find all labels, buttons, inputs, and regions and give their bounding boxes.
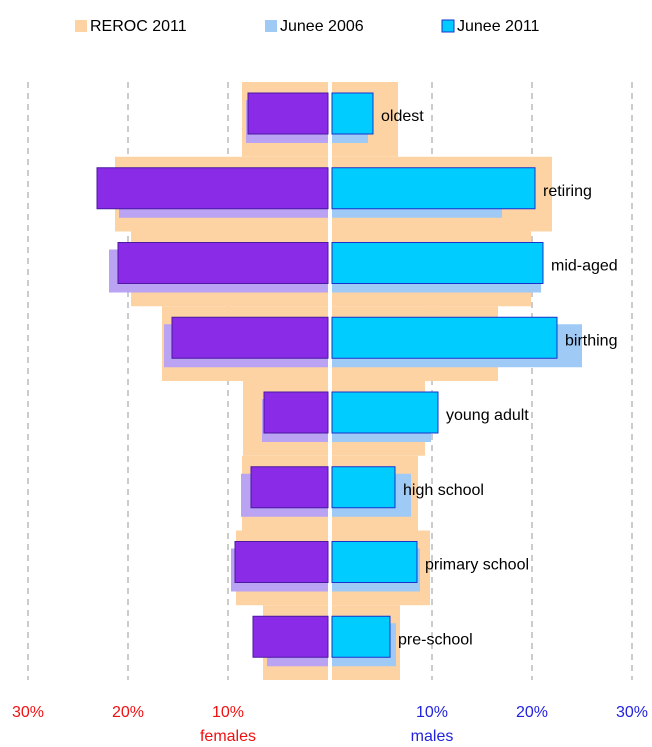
category-label: retiring: [543, 183, 592, 200]
x-tick-label: 10%: [416, 704, 448, 721]
legend-label: Junee 2006: [280, 18, 364, 35]
bar: [117, 242, 329, 284]
category-label: birthing: [565, 332, 617, 349]
bar: [96, 167, 329, 210]
x-tick-label: 20%: [516, 704, 548, 721]
category-label: primary school: [425, 557, 529, 574]
x-tick-label: 30%: [12, 704, 44, 721]
x-tick-label: 10%: [212, 704, 244, 721]
category-label: oldest: [381, 108, 424, 125]
bar: [331, 167, 536, 210]
x-tick-label: 20%: [112, 704, 144, 721]
category-label: pre-school: [398, 631, 473, 648]
bar: [331, 391, 439, 434]
bar: [331, 466, 396, 509]
category-label: young adult: [446, 407, 529, 424]
bar: [331, 541, 418, 583]
legend-label: REROC 2011: [90, 18, 187, 35]
bar: [331, 615, 391, 658]
category-label: high school: [403, 482, 484, 499]
bar: [331, 92, 374, 135]
legend-swatch: [441, 19, 455, 33]
bar: [234, 541, 329, 583]
bar: [247, 92, 329, 135]
axis-label: females: [200, 728, 256, 745]
x-tick-label: 30%: [616, 704, 648, 721]
legend-swatch: [265, 20, 277, 32]
bar: [250, 466, 329, 509]
bar: [252, 615, 329, 658]
category-label: mid-aged: [551, 258, 618, 275]
legend-label: Junee 2011: [457, 18, 540, 35]
bar: [263, 391, 329, 434]
axis-label: males: [411, 728, 454, 745]
bar: [171, 316, 329, 359]
bar: [331, 316, 558, 359]
bar: [331, 242, 544, 284]
legend-swatch: [75, 20, 87, 32]
